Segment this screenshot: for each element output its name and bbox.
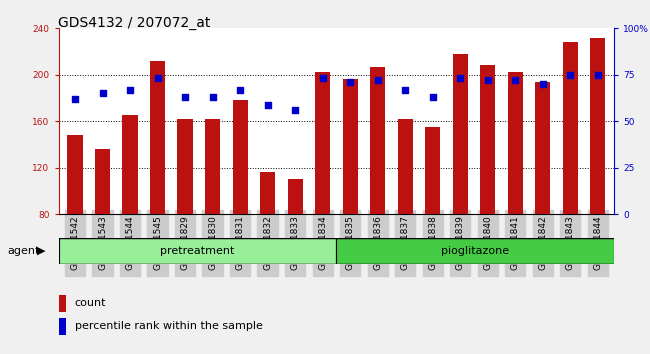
Bar <box>398 119 413 214</box>
Bar <box>233 100 248 214</box>
Point <box>565 72 575 78</box>
Bar <box>452 54 468 214</box>
Bar <box>260 172 275 214</box>
Point <box>593 72 603 78</box>
Point <box>98 91 108 96</box>
Point <box>455 76 465 81</box>
Point <box>152 76 162 81</box>
Point <box>290 107 300 113</box>
Point <box>372 78 383 83</box>
Bar <box>287 179 303 214</box>
Bar <box>150 61 165 214</box>
Bar <box>177 119 192 214</box>
Bar <box>563 42 578 214</box>
Point <box>538 81 548 87</box>
Bar <box>337 238 614 264</box>
Text: count: count <box>75 298 106 308</box>
Text: percentile rank within the sample: percentile rank within the sample <box>75 321 263 331</box>
Point <box>180 94 190 100</box>
Point <box>235 87 245 92</box>
Text: pretreatment: pretreatment <box>161 246 235 256</box>
Point <box>263 102 273 107</box>
Bar <box>590 38 605 214</box>
Point <box>428 94 438 100</box>
Bar <box>58 238 337 264</box>
Point <box>510 78 521 83</box>
Point <box>207 94 218 100</box>
Text: agent: agent <box>8 246 40 256</box>
Bar <box>315 73 330 214</box>
Bar <box>95 149 110 214</box>
Text: ▶: ▶ <box>37 246 46 256</box>
Point <box>125 87 135 92</box>
Text: pioglitazone: pioglitazone <box>441 246 510 256</box>
Bar <box>480 65 495 214</box>
Text: GDS4132 / 207072_at: GDS4132 / 207072_at <box>58 16 211 30</box>
Point <box>317 76 328 81</box>
Bar <box>205 119 220 214</box>
Bar <box>122 115 138 214</box>
Point <box>482 78 493 83</box>
Bar <box>343 79 358 214</box>
Bar <box>370 67 385 214</box>
Point <box>400 87 410 92</box>
Bar <box>425 127 440 214</box>
Bar <box>508 73 523 214</box>
Point <box>345 79 356 85</box>
Bar <box>68 135 83 214</box>
Bar <box>535 82 551 214</box>
Point <box>70 96 80 102</box>
